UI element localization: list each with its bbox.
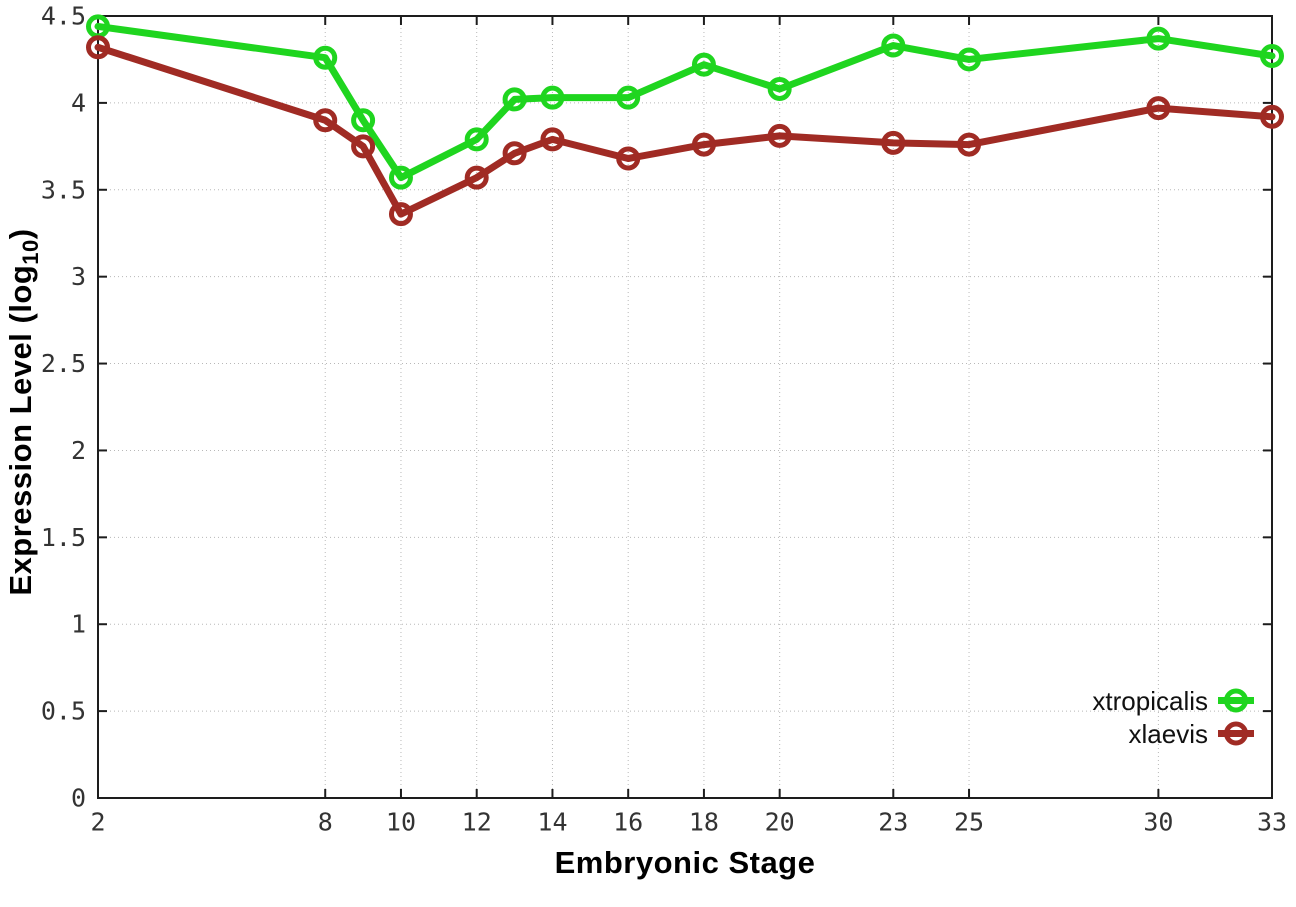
series-xlaevis-marker	[691, 132, 716, 157]
y-tick-label: 2	[71, 436, 86, 465]
legend-label-xlaevis: xlaevis	[1128, 718, 1208, 749]
x-tick-label: 25	[954, 808, 984, 837]
y-axis-title-subscript: 10	[18, 239, 44, 265]
series-xlaevis-marker	[388, 202, 413, 227]
series-xtropicalis-marker	[351, 108, 376, 133]
x-tick-label: 8	[318, 808, 333, 837]
y-tick-label: 0	[71, 784, 86, 813]
series-xlaevis-marker	[464, 165, 489, 190]
legend-entry-xtropicalis: xtropicalis	[1092, 684, 1254, 717]
series-xlaevis-marker	[540, 127, 565, 152]
series-xlaevis-marker	[881, 130, 906, 155]
series-xlaevis-marker	[1260, 104, 1284, 129]
series-xtropicalis-marker	[388, 165, 413, 190]
x-tick-label: 10	[386, 808, 416, 837]
y-tick-label: 4	[71, 88, 86, 117]
series-xtropicalis-marker	[502, 87, 527, 112]
series-xtropicalis-marker	[1146, 26, 1171, 51]
x-tick-label: 33	[1257, 808, 1287, 837]
y-tick-label: 0.5	[41, 697, 86, 726]
y-tick-label: 1.5	[41, 523, 86, 552]
y-axis-title: Expression Level (log10)	[3, 166, 47, 658]
series-xtropicalis-marker	[957, 47, 982, 72]
series-xlaevis-marker	[313, 108, 338, 133]
x-tick-label: 23	[878, 808, 908, 837]
series-xlaevis-marker	[957, 132, 982, 157]
legend: xtropicalis xlaevis	[1092, 684, 1254, 750]
series-xtropicalis-marker	[464, 127, 489, 152]
y-tick-label: 1	[71, 610, 86, 639]
x-tick-label: 12	[462, 808, 492, 837]
y-tick-label: 3	[71, 262, 86, 291]
series-xlaevis-marker	[351, 134, 376, 159]
x-tick-label: 20	[765, 808, 795, 837]
series-xlaevis-marker	[616, 146, 641, 171]
series-xtropicalis-marker	[313, 45, 338, 70]
x-tick-label: 2	[90, 808, 105, 837]
series-xtropicalis-marker	[881, 33, 906, 58]
y-tick-label: 4.5	[41, 2, 86, 31]
y-axis-title-suffix: )	[3, 228, 38, 240]
series-xlaevis-marker	[86, 35, 110, 60]
x-tick-label: 14	[537, 808, 567, 837]
y-tick-label: 2.5	[41, 349, 86, 378]
legend-label-xtropicalis: xtropicalis	[1092, 685, 1208, 716]
x-tick-label: 18	[689, 808, 719, 837]
plot-border	[97, 15, 1273, 799]
series-xlaevis-marker	[502, 141, 527, 166]
series-xtropicalis-marker	[767, 76, 792, 101]
y-tick-label: 3.5	[41, 175, 86, 204]
series-xlaevis-line	[94, 43, 1276, 218]
x-tick-label: 30	[1143, 808, 1173, 837]
series-xtropicalis-marker	[691, 52, 716, 77]
legend-entry-xlaevis: xlaevis	[1092, 717, 1254, 750]
legend-marker-xtropicalis-icon	[1218, 688, 1254, 713]
series-xtropicalis-marker	[1260, 43, 1284, 68]
series-xtropicalis-marker	[540, 85, 565, 110]
series-xtropicalis-marker	[616, 85, 641, 110]
x-tick-label: 16	[613, 808, 643, 837]
x-axis-title: Embryonic Stage	[554, 845, 816, 880]
series-xlaevis-marker	[1146, 96, 1171, 121]
y-axis-title-text: Expression Level (log	[3, 264, 38, 596]
legend-marker-xlaevis-icon	[1218, 721, 1254, 746]
series-xlaevis-marker	[767, 123, 792, 148]
